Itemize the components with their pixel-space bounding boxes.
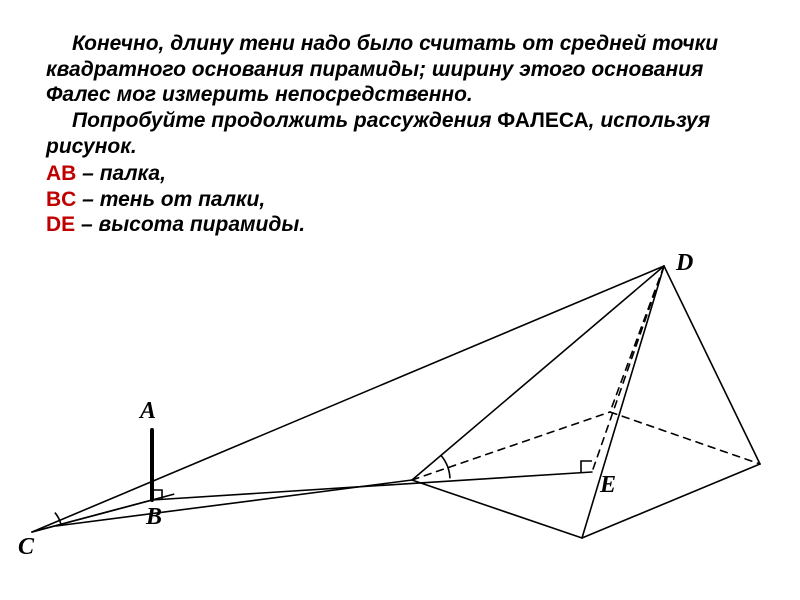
legend-ab: AB – палка, bbox=[46, 161, 758, 187]
intro-paragraph: Конечно, длину тени надо было считать от… bbox=[46, 31, 758, 108]
task-block: Попробуйте продолжить рассуждения ФАЛЕСА… bbox=[46, 108, 758, 238]
legend-ab-sym: AB bbox=[46, 162, 76, 185]
label-A: A bbox=[140, 398, 156, 425]
diagram: A B C D E bbox=[0, 250, 800, 600]
legend-bc-text: – тень от палки, bbox=[76, 188, 265, 211]
legend-de-text: – высота пирамиды. bbox=[75, 213, 305, 236]
page: Конечно, длину тени надо было считать от… bbox=[0, 0, 800, 600]
legend-ab-text: – палка, bbox=[76, 162, 166, 185]
task-paragraph: Попробуйте продолжить рассуждения ФАЛЕСА… bbox=[46, 108, 758, 159]
label-C: C bbox=[18, 534, 34, 561]
diagram-svg bbox=[0, 250, 800, 600]
legend-de-sym: DE bbox=[46, 213, 75, 236]
label-E: E bbox=[600, 472, 616, 499]
legend-bc: BC – тень от палки, bbox=[46, 187, 758, 213]
legend-bc-sym: BC bbox=[46, 188, 76, 211]
task-name: ФАЛЕСА bbox=[497, 109, 588, 132]
label-D: D bbox=[676, 250, 693, 277]
task-lead: Попробуйте продолжить рассуждения bbox=[72, 109, 497, 132]
label-B: B bbox=[146, 504, 162, 531]
legend-de: DE – высота пирамиды. bbox=[46, 212, 758, 238]
